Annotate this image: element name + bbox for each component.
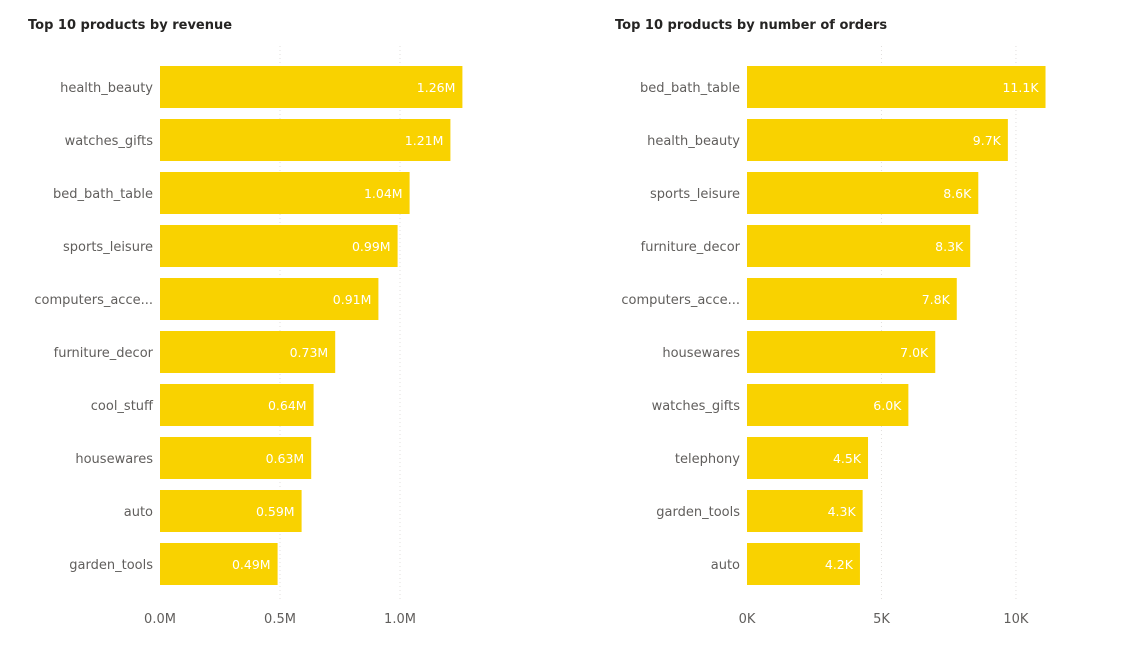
category-label: furniture_decor	[641, 240, 741, 255]
data-label: 8.3K	[935, 239, 964, 254]
data-label: 8.6K	[943, 186, 972, 201]
data-label: 6.0K	[873, 398, 902, 413]
category-label: bed_bath_table	[640, 81, 740, 96]
bar	[160, 66, 463, 108]
x-tick-label: 0K	[739, 612, 756, 627]
bar	[747, 119, 1008, 161]
x-tick-label: 10K	[1003, 612, 1029, 627]
category-label: auto	[711, 558, 740, 573]
category-label: sports_leisure	[650, 187, 740, 202]
category-label: housewares	[662, 346, 740, 361]
data-label: 1.21M	[405, 133, 444, 148]
category-label: computers_acce...	[34, 293, 153, 308]
data-label: 9.7K	[973, 133, 1002, 148]
x-tick-label: 1.0M	[384, 612, 416, 627]
x-tick-label: 0.0M	[144, 612, 176, 627]
bar	[160, 331, 336, 373]
data-label: 7.8K	[922, 292, 951, 307]
orders-chart-panel: Top 10 products by number of orders bed_…	[587, 0, 1123, 648]
chart-title: Top 10 products by number of orders	[615, 18, 888, 33]
bar	[160, 278, 379, 320]
data-label: 0.49M	[232, 557, 271, 572]
data-label: 0.64M	[268, 398, 307, 413]
category-label: health_beauty	[60, 81, 153, 96]
category-label: furniture_decor	[54, 346, 154, 361]
bar	[160, 384, 314, 426]
bar	[747, 225, 971, 267]
category-label: housewares	[75, 452, 153, 467]
bar	[160, 172, 410, 214]
data-label: 11.1K	[1002, 80, 1039, 95]
bar	[747, 543, 860, 585]
category-label: bed_bath_table	[53, 187, 153, 202]
data-label: 1.26M	[417, 80, 456, 95]
data-label: 1.04M	[364, 186, 403, 201]
category-label: garden_tools	[656, 505, 740, 520]
bar	[160, 437, 312, 479]
bar	[747, 66, 1046, 108]
orders-bar-chart: bed_bath_table 11.1K health_beauty 9.7K spor…	[621, 46, 1046, 627]
bar	[747, 278, 957, 320]
chart-title: Top 10 products by revenue	[28, 18, 233, 33]
data-label: 7.0K	[900, 345, 929, 360]
revenue-bar-chart: health_beauty 1.26M watches_gifts 1.21M bed_…	[34, 46, 463, 627]
revenue-chart-panel: Top 10 products by revenue health_beauty…	[0, 0, 560, 648]
category-label: telephony	[675, 452, 740, 467]
category-label: computers_acce...	[621, 293, 740, 308]
bar	[747, 437, 869, 479]
category-label: watches_gifts	[652, 399, 741, 414]
bar	[160, 225, 398, 267]
x-tick-label: 5K	[873, 612, 890, 627]
category-label: health_beauty	[647, 134, 740, 149]
data-label: 0.63M	[266, 451, 305, 466]
data-label: 0.91M	[333, 292, 372, 307]
category-label: auto	[124, 505, 153, 520]
bar	[747, 331, 936, 373]
x-tick-label: 0.5M	[264, 612, 296, 627]
bar	[747, 490, 863, 532]
category-label: garden_tools	[69, 558, 153, 573]
data-label: 4.2K	[825, 557, 854, 572]
bar	[747, 172, 979, 214]
data-label: 0.99M	[352, 239, 391, 254]
data-label: 4.5K	[833, 451, 862, 466]
data-label: 4.3K	[828, 504, 857, 519]
bar	[160, 543, 278, 585]
bar	[747, 384, 909, 426]
category-label: watches_gifts	[65, 134, 154, 149]
bar	[160, 490, 302, 532]
data-label: 0.59M	[256, 504, 295, 519]
bar	[160, 119, 451, 161]
category-label: cool_stuff	[91, 399, 154, 414]
data-label: 0.73M	[290, 345, 329, 360]
category-label: sports_leisure	[63, 240, 153, 255]
